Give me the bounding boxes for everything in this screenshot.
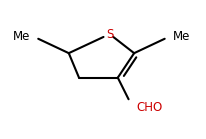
Text: CHO: CHO bbox=[136, 101, 162, 114]
Text: Me: Me bbox=[13, 30, 30, 43]
Text: S: S bbox=[105, 28, 113, 41]
Text: Me: Me bbox=[172, 30, 189, 43]
